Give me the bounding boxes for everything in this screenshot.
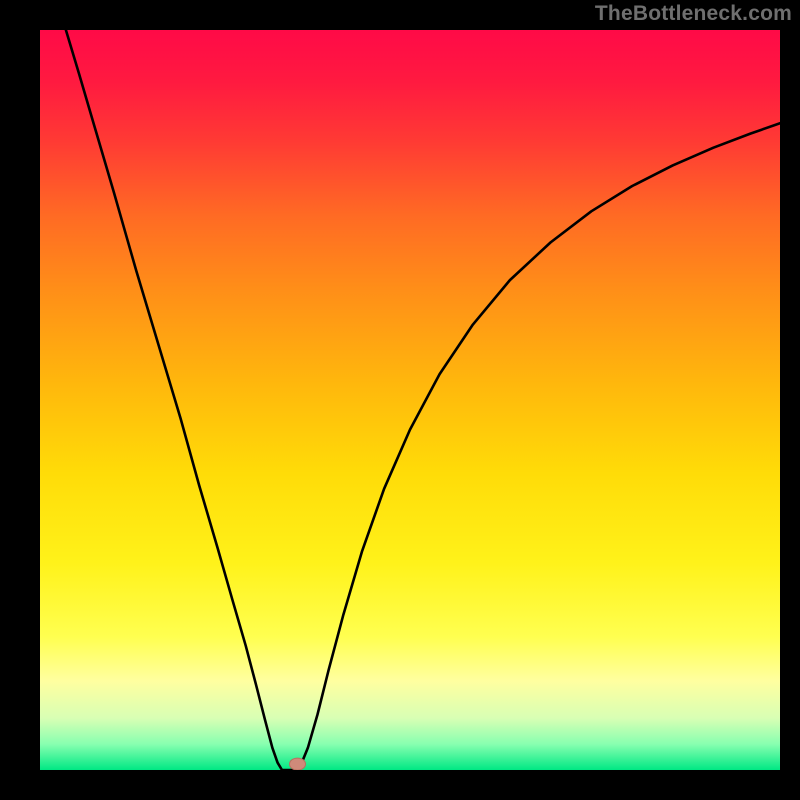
optimal-point-marker <box>290 758 306 770</box>
plot-area <box>40 30 780 770</box>
watermark-text: TheBottleneck.com <box>595 2 792 26</box>
bottleneck-curve <box>66 30 780 770</box>
curve-layer <box>40 30 780 770</box>
chart-frame: TheBottleneck.com <box>0 0 800 800</box>
